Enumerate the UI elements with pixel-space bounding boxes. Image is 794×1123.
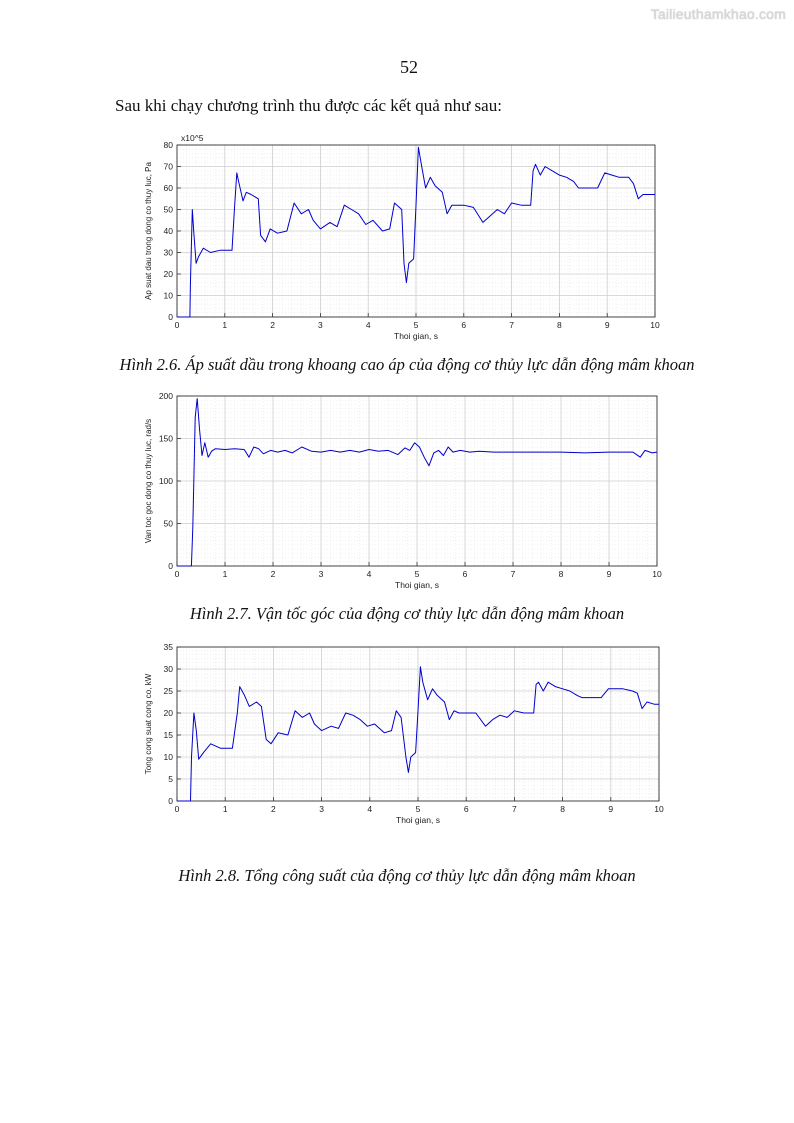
watermark: Tailieuthamkhao.com	[650, 6, 786, 22]
data-series-line	[177, 666, 659, 802]
data-series-line	[177, 398, 658, 567]
x-axis-label: Thoi gian, s	[395, 580, 439, 590]
y-tick-label: 30	[164, 664, 174, 674]
x-tick-label: 2	[270, 320, 275, 330]
y-tick-label: 10	[164, 291, 174, 301]
x-axis-label: Thoi gian, s	[394, 331, 438, 341]
y-tick-label: 5	[168, 774, 173, 784]
y-tick-label: 30	[164, 248, 174, 258]
page-number: 52	[400, 57, 418, 77]
intro-text: Sau khi chạy chương trình thu được các k…	[115, 96, 502, 115]
y-tick-label: 100	[159, 476, 173, 486]
x-tick-label: 7	[509, 320, 514, 330]
x-tick-label: 6	[463, 569, 468, 579]
x-tick-label: 0	[175, 320, 180, 330]
x-tick-label: 1	[223, 569, 228, 579]
x-tick-label: 0	[175, 569, 180, 579]
x-tick-label: 7	[512, 804, 517, 814]
y-tick-label: 50	[164, 205, 174, 215]
y-axis-label: Tong cong suat cong co, kW	[144, 673, 153, 774]
data-series-line	[177, 146, 655, 318]
y-tick-label: 50	[164, 519, 174, 529]
figure-caption-2-8: Hình 2.8. Tổng công suất của động cơ thủ…	[178, 866, 636, 885]
x-tick-label: 10	[654, 804, 664, 814]
y-tick-label: 20	[164, 269, 174, 279]
x-tick-label: 8	[560, 804, 565, 814]
y-tick-label: 150	[159, 434, 173, 444]
figure-caption-2-6: Hình 2.6. Áp suất dầu trong khoang cao á…	[119, 355, 695, 374]
y-tick-label: 0	[168, 796, 173, 806]
y-tick-label: 70	[164, 162, 174, 172]
y-tick-label: 25	[164, 686, 174, 696]
x-tick-label: 9	[608, 804, 613, 814]
x-tick-label: 2	[271, 804, 276, 814]
x-tick-label: 2	[271, 569, 276, 579]
x-tick-label: 5	[416, 804, 421, 814]
x-tick-label: 8	[557, 320, 562, 330]
x-tick-label: 8	[559, 569, 564, 579]
x-tick-label: 0	[175, 804, 180, 814]
y-tick-label: 35	[164, 642, 174, 652]
x-tick-label: 6	[461, 320, 466, 330]
figure-caption-2-7: Hình 2.7. Vận tốc góc của động cơ thủy l…	[189, 604, 625, 623]
x-tick-label: 9	[605, 320, 610, 330]
x-tick-label: 10	[650, 320, 660, 330]
y-tick-label: 0	[168, 561, 173, 571]
x-tick-label: 9	[607, 569, 612, 579]
x-tick-label: 4	[367, 569, 372, 579]
x-tick-label: 5	[414, 320, 419, 330]
y-tick-label: 20	[164, 708, 174, 718]
y-tick-label: 60	[164, 183, 174, 193]
x-axis-label: Thoi gian, s	[396, 815, 440, 825]
x-tick-label: 1	[222, 320, 227, 330]
x-tick-label: 5	[415, 569, 420, 579]
y-tick-label: 10	[164, 752, 174, 762]
y-tick-label: 80	[164, 140, 174, 150]
y-tick-label: 0	[168, 312, 173, 322]
x-tick-label: 3	[319, 569, 324, 579]
y-tick-label: 200	[159, 391, 173, 401]
chart-oil-pressure: 0 1 2 3 4 5 6 7 8 9 10 0 10 20 30 40 50 60 70 80 Thoi gian, …	[144, 133, 660, 341]
x-tick-label: 7	[511, 569, 516, 579]
chart-total-power: 0 1 2 3 4 5 6 7 8 9 10 0 5 10 15 20 25 30 35 Thoi gian, s To…	[144, 642, 664, 825]
y-tick-label: 15	[164, 730, 174, 740]
y-axis-label: Van toc goc dong co thuy luc, rad/s	[144, 419, 153, 543]
x-tick-label: 3	[318, 320, 323, 330]
x-tick-label: 3	[319, 804, 324, 814]
y-axis-label: Ap suat dau trong dong co thuy luc, Pa	[144, 162, 153, 300]
x-tick-label: 10	[652, 569, 662, 579]
y-tick-label: 40	[164, 226, 174, 236]
x-tick-label: 4	[367, 804, 372, 814]
x-tick-label: 4	[366, 320, 371, 330]
x-tick-label: 6	[464, 804, 469, 814]
y-exponent-label: x10^5	[181, 133, 204, 143]
x-tick-label: 1	[223, 804, 228, 814]
